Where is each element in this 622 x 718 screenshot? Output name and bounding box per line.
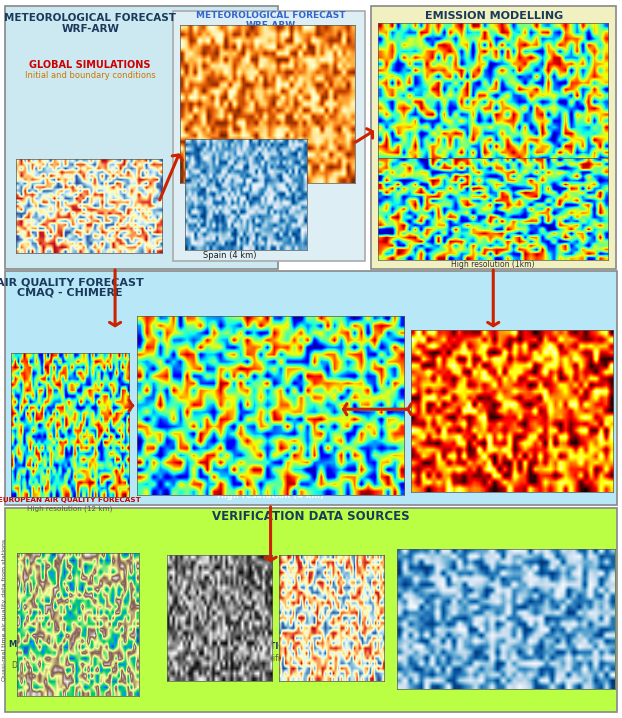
Text: AIR QUALITY FORECAST: AIR QUALITY FORECAST	[0, 277, 144, 287]
Text: GLOBAL SIMULATIONS: GLOBAL SIMULATIONS	[29, 60, 151, 70]
Text: Disaggregation from national: Disaggregation from national	[442, 172, 544, 178]
FancyBboxPatch shape	[371, 6, 616, 269]
Text: Dynamics and model evaluation: Dynamics and model evaluation	[12, 661, 135, 670]
Text: developed at BSC-CNS: developed at BSC-CNS	[415, 23, 518, 32]
Text: High resolution (12 km): High resolution (12 km)	[27, 505, 113, 512]
Text: AIR QUALITY FORECAST FOR SPAIN: AIR QUALITY FORECAST FOR SPAIN	[182, 482, 360, 490]
Text: Model (DREAM): Model (DREAM)	[481, 465, 541, 474]
Text: QUALITY OBSERVATIONS: QUALITY OBSERVATIONS	[16, 650, 131, 658]
Text: sources 12x12 km: sources 12x12 km	[460, 178, 525, 184]
Text: Initial and boundary conditions: Initial and boundary conditions	[25, 71, 156, 80]
Text: High resolution (4 km): High resolution (4 km)	[217, 491, 324, 500]
Text: HERMES: HERMES	[384, 23, 426, 32]
Text: OBSERVATIONS: OBSERVATIONS	[470, 646, 542, 655]
Text: Dust Regional Atmospheric: Dust Regional Atmospheric	[459, 457, 564, 465]
Text: METEOROLOGICAL FORECAST: METEOROLOGICAL FORECAST	[4, 13, 176, 23]
Text: Europe (12 km): Europe (12 km)	[213, 185, 278, 195]
Text: EUROPEAN AIR QUALITY FORECAST: EUROPEAN AIR QUALITY FORECAST	[0, 497, 141, 503]
Text: EMISSION MODELLING: EMISSION MODELLING	[425, 11, 564, 21]
Text: SATELLITE OBSERVATIONS: SATELLITE OBSERVATIONS	[175, 642, 298, 651]
Text: CMAQ - CHIMERE: CMAQ - CHIMERE	[17, 288, 123, 298]
FancyBboxPatch shape	[5, 271, 617, 505]
Text: SAHARAN DUST OUBREAKS: SAHARAN DUST OUBREAKS	[447, 446, 575, 454]
Text: PARTICULATE MATTER: PARTICULATE MATTER	[454, 636, 557, 645]
Text: WRF-ARW: WRF-ARW	[246, 21, 295, 29]
Text: Dynamics and model evaluation: Dynamics and model evaluation	[444, 660, 567, 668]
Text: Spain (4 km): Spain (4 km)	[203, 251, 257, 261]
Text: METEOROLOGICAL FORECAST: METEOROLOGICAL FORECAST	[196, 11, 345, 20]
Text: Surveillance and model verification: Surveillance and model verification	[169, 654, 304, 663]
Text: High resolution (1km): High resolution (1km)	[451, 260, 534, 269]
FancyBboxPatch shape	[5, 508, 617, 712]
Text: Quasi-real time air quality data from stations: Quasi-real time air quality data from st…	[2, 539, 7, 681]
Text: METEOROLOGICAL AND AIR: METEOROLOGICAL AND AIR	[9, 640, 137, 649]
Text: VERIFICATION DATA SOURCES: VERIFICATION DATA SOURCES	[212, 510, 410, 523]
Text: WRF-ARW: WRF-ARW	[61, 24, 119, 34]
FancyBboxPatch shape	[173, 11, 365, 261]
FancyBboxPatch shape	[5, 6, 278, 269]
